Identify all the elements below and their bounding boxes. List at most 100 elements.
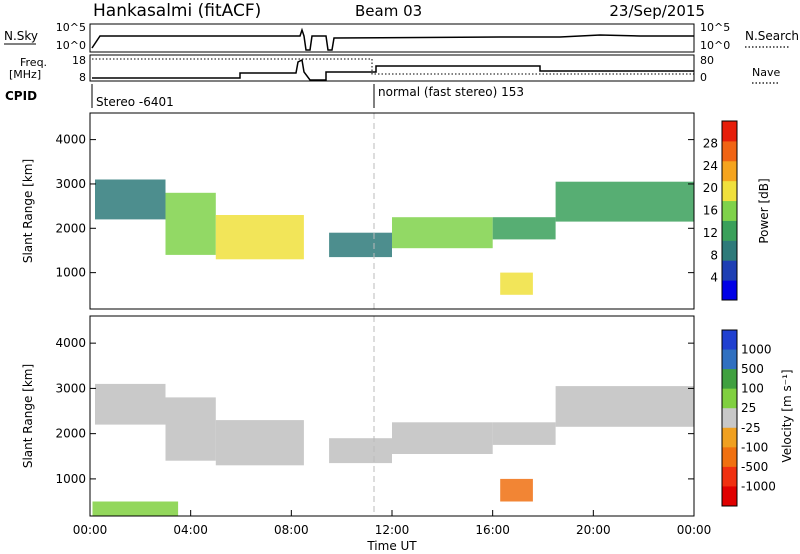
velocity-colorbar-swatch bbox=[722, 330, 737, 351]
power-colorbar-swatch bbox=[722, 280, 737, 301]
freq-tick-bottom: 8 bbox=[79, 71, 86, 84]
cpid-label: CPID bbox=[5, 89, 37, 103]
time-xtick-label: 00:00 bbox=[677, 523, 712, 537]
power-panel: 1000 2000 3000 4000 Slant Range [km] bbox=[21, 112, 695, 310]
power-colorbar-tick: 20 bbox=[703, 181, 718, 195]
velocity-ytick-label: 4000 bbox=[55, 336, 86, 350]
velocity-colorbar-swatch bbox=[722, 486, 737, 507]
power-echo-band bbox=[392, 217, 493, 249]
velocity-echo-band bbox=[92, 501, 179, 516]
velocity-echo-band bbox=[329, 438, 392, 464]
power-ytick-label: 1000 bbox=[55, 266, 86, 280]
power-panel-frame bbox=[89, 112, 695, 310]
nsky-tick-bottom: 10^0 bbox=[56, 39, 86, 52]
velocity-colorbar-frame bbox=[721, 329, 738, 507]
velocity-colorbar-swatch bbox=[722, 466, 737, 487]
time-xtick-label: 00:00 bbox=[73, 523, 108, 537]
power-echo-band bbox=[492, 217, 556, 240]
power-echo-band bbox=[329, 232, 392, 258]
velocity-colorbar-label: Velocity [m s⁻¹] bbox=[780, 369, 794, 462]
velocity-echo-band bbox=[392, 422, 493, 454]
nsearch-label: N.Search bbox=[745, 29, 799, 43]
nsky-tick-top: 10^5 bbox=[56, 21, 86, 34]
velocity-echo-layer bbox=[92, 383, 694, 516]
cpid-segment-1: Stereo -6401 bbox=[96, 95, 174, 109]
station-title: Hankasalmi (fitACF) bbox=[93, 1, 261, 21]
nave-tick-top: 80 bbox=[700, 54, 714, 67]
power-colorbar-tick: 8 bbox=[710, 248, 718, 262]
power-colorbar-swatch bbox=[722, 240, 737, 261]
power-ytick-label: 4000 bbox=[55, 133, 86, 147]
nave-tick-bottom: 0 bbox=[700, 71, 707, 84]
nsearch-tick-top: 10^5 bbox=[700, 21, 730, 34]
power-echo-band bbox=[500, 272, 533, 295]
velocity-colorbar-swatch bbox=[722, 369, 737, 390]
velocity-colorbar-tick: 1000 bbox=[741, 343, 772, 357]
power-echo-band bbox=[555, 181, 694, 222]
velocity-echo-band bbox=[500, 478, 533, 502]
power-colorbar-swatch bbox=[722, 260, 737, 281]
freq-label-1: Freq. bbox=[20, 56, 47, 69]
nsky-trace bbox=[91, 27, 694, 51]
nsky-panel-frame bbox=[89, 23, 695, 53]
power-colorbar-swatch bbox=[722, 180, 737, 202]
nave-label: Nave bbox=[752, 66, 780, 79]
power-colorbar-tick: 4 bbox=[710, 271, 718, 285]
velocity-colorbar-tick: 25 bbox=[741, 401, 756, 415]
power-colorbar: 28 24 20 16 12 8 4 bbox=[703, 120, 738, 301]
power-colorbar-swatch bbox=[722, 140, 737, 162]
time-xlabel: Time UT bbox=[366, 539, 417, 553]
power-colorbar-swatch bbox=[722, 160, 737, 182]
freq-trace bbox=[92, 58, 694, 81]
power-colorbar-swatch bbox=[722, 220, 737, 241]
power-ytick-label: 3000 bbox=[55, 177, 86, 191]
velocity-ytick-label: 1000 bbox=[55, 472, 86, 486]
time-xtick-label: 16:00 bbox=[475, 523, 510, 537]
velocity-echo-band bbox=[215, 420, 304, 466]
power-colorbar-tick: 16 bbox=[703, 204, 718, 218]
power-echo-band bbox=[165, 192, 216, 255]
freq-panel-frame bbox=[89, 54, 695, 82]
velocity-colorbar: 1000 500 100 25 -25 -100 -500 -1000 bbox=[721, 329, 776, 507]
velocity-panel: 1000 2000 3000 4000 00:00 04:00 08:00 12:00 16:… bbox=[21, 315, 712, 553]
time-xtick-label: 20:00 bbox=[576, 523, 611, 537]
date-title: 23/Sep/2015 bbox=[609, 2, 705, 20]
time-xtick-label: 12:00 bbox=[375, 523, 410, 537]
freq-tick-top: 18 bbox=[72, 54, 86, 67]
beam-title: Beam 03 bbox=[355, 2, 422, 20]
power-ylabel: Slant Range [km] bbox=[21, 159, 35, 263]
power-echo-band bbox=[215, 215, 304, 260]
velocity-colorbar-tick: -500 bbox=[741, 460, 768, 474]
velocity-ytick-label: 2000 bbox=[55, 427, 86, 441]
power-echo-band bbox=[95, 179, 166, 220]
velocity-colorbar-swatch bbox=[722, 447, 737, 468]
nave-trace bbox=[92, 58, 694, 75]
velocity-colorbar-tick: -100 bbox=[741, 440, 768, 454]
power-colorbar-tick: 24 bbox=[703, 159, 718, 173]
velocity-colorbar-swatch bbox=[722, 427, 737, 448]
power-colorbar-tick: 12 bbox=[703, 226, 718, 240]
velocity-colorbar-swatch bbox=[722, 349, 737, 370]
power-colorbar-frame bbox=[721, 120, 738, 301]
nsky-label: N.Sky bbox=[4, 29, 38, 43]
velocity-colorbar-swatch bbox=[722, 388, 737, 409]
velocity-echo-band bbox=[555, 386, 694, 427]
velocity-echo-band bbox=[492, 422, 556, 445]
nsearch-tick-bottom: 10^0 bbox=[700, 39, 730, 52]
power-colorbar-label: Power [dB] bbox=[757, 178, 771, 243]
velocity-ytick-label: 3000 bbox=[55, 381, 86, 395]
power-echo-layer bbox=[95, 179, 694, 295]
velocity-colorbar-tick: 500 bbox=[741, 362, 764, 376]
power-ytick-label: 2000 bbox=[55, 221, 86, 235]
velocity-colorbar-swatch bbox=[722, 408, 737, 429]
velocity-colorbar-tick: -1000 bbox=[741, 479, 776, 493]
freq-label-2: [MHz] bbox=[9, 68, 41, 81]
velocity-colorbar-tick: -25 bbox=[741, 421, 761, 435]
power-colorbar-swatch bbox=[722, 121, 737, 142]
velocity-echo-band bbox=[95, 383, 166, 425]
power-colorbar-swatch bbox=[722, 200, 737, 221]
cpid-segment-2: normal (fast stereo) 153 bbox=[378, 85, 524, 99]
time-xaxis: 00:00 04:00 08:00 12:00 16:00 20:00 00:00 bbox=[73, 510, 712, 537]
time-xtick-label: 04:00 bbox=[173, 523, 208, 537]
